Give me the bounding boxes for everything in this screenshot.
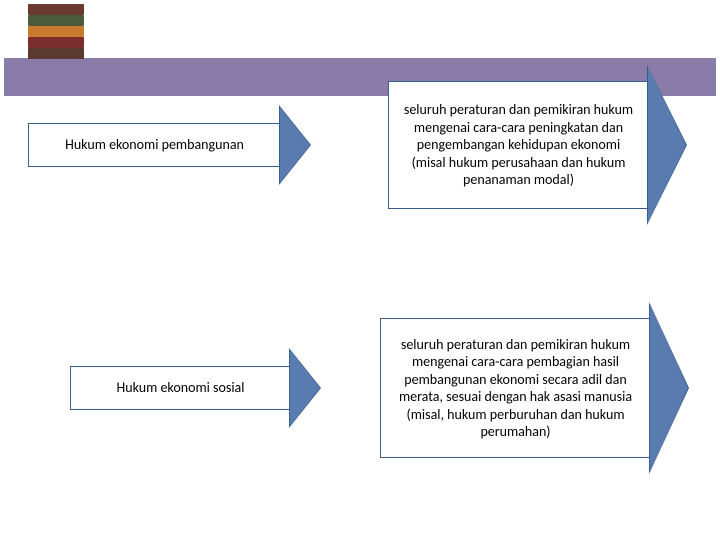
arrow-head-icon <box>290 350 320 426</box>
books-icon <box>28 4 92 62</box>
arrow-head-icon <box>648 67 686 223</box>
definition-arrow-right: seluruh peraturan dan pemikiran hukum me… <box>380 318 688 458</box>
concept-label: Hukum ekonomi sosial <box>117 379 245 397</box>
definition-arrow-right: seluruh peraturan dan pemikiran hukum me… <box>388 81 686 209</box>
book-spine <box>28 4 84 15</box>
book-spine <box>28 26 84 37</box>
book-spine <box>28 48 84 59</box>
definition-text: seluruh peraturan dan pemikiran hukum me… <box>399 101 638 189</box>
concept-arrow-left: Hukum ekonomi sosial <box>70 366 320 410</box>
arrow-head-icon <box>650 304 688 472</box>
book-spine <box>28 15 84 26</box>
definition-text: seluruh peraturan dan pemikiran hukum me… <box>391 336 640 441</box>
arrow-head-icon <box>280 107 310 183</box>
concept-label: Hukum ekonomi pembangunan <box>65 136 244 154</box>
book-spine <box>28 37 84 48</box>
concept-arrow-left: Hukum ekonomi pembangunan <box>28 123 310 167</box>
